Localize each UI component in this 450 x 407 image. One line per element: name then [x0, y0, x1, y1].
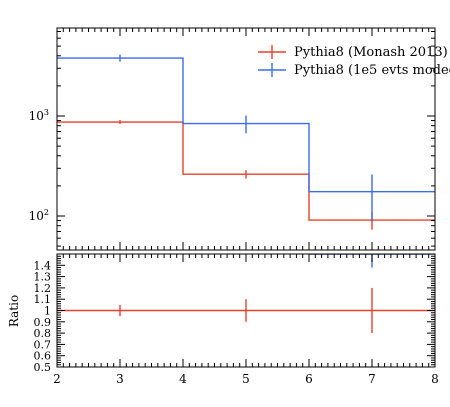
ratio-y-tick-label: 1 [44, 305, 51, 318]
main-y-tick-label: 103 [29, 108, 49, 123]
ratio-y-tick-label: 0.5 [34, 361, 52, 374]
x-tick-label: 6 [305, 372, 313, 386]
axis-tick-labels: 2 3 4 5 6 7 81021030.50.60.70.80.911.11.21.31.… [29, 108, 439, 386]
main-series-0 [57, 120, 435, 230]
ratio-series-layer [57, 254, 435, 334]
tick-base: 10 [29, 109, 44, 123]
ratio-y-tick-label: 0.8 [34, 327, 52, 340]
ratio-y-tick-label: 1.2 [34, 282, 52, 295]
main-y-tick-label: 102 [29, 208, 49, 223]
x-tick-label: 7 [368, 372, 376, 386]
axis-ticks [56, 28, 436, 368]
ratio-y-tick-label: 1.3 [34, 271, 52, 284]
ratio-series-1 [309, 254, 435, 268]
ratio-y-tick-label: 0.9 [34, 316, 52, 329]
legend: Pythia8 (Monash 2013) Pythia8 (1e5 evts m… [258, 45, 450, 78]
legend-entry: Pythia8 (1e5 evts modeo E [294, 63, 450, 78]
x-tick-label: 2 [53, 372, 61, 386]
ratio-y-tick-label: 0.6 [34, 350, 52, 363]
ratio-y-axis-title: Ratio [7, 295, 21, 327]
tick-exponent: 3 [44, 108, 49, 117]
x-tick-label: 3 [116, 372, 124, 386]
main-series-layer [57, 54, 435, 230]
ratio-y-tick-label: 1.1 [34, 293, 52, 306]
main-series-1 [57, 54, 435, 221]
tick-base: 10 [29, 209, 44, 223]
main-plot-frame [56, 27, 436, 251]
ratio-y-tick-label: 0.7 [34, 338, 52, 351]
x-tick-label: 8 [431, 372, 439, 386]
tick-exponent: 2 [44, 208, 49, 217]
x-tick-label: 5 [242, 372, 250, 386]
ratio-y-tick-label: 1.4 [34, 259, 52, 272]
x-tick-label: 4 [179, 372, 187, 386]
ratio-series-0 [57, 287, 435, 334]
legend-entry: Pythia8 (Monash 2013) [294, 45, 448, 60]
